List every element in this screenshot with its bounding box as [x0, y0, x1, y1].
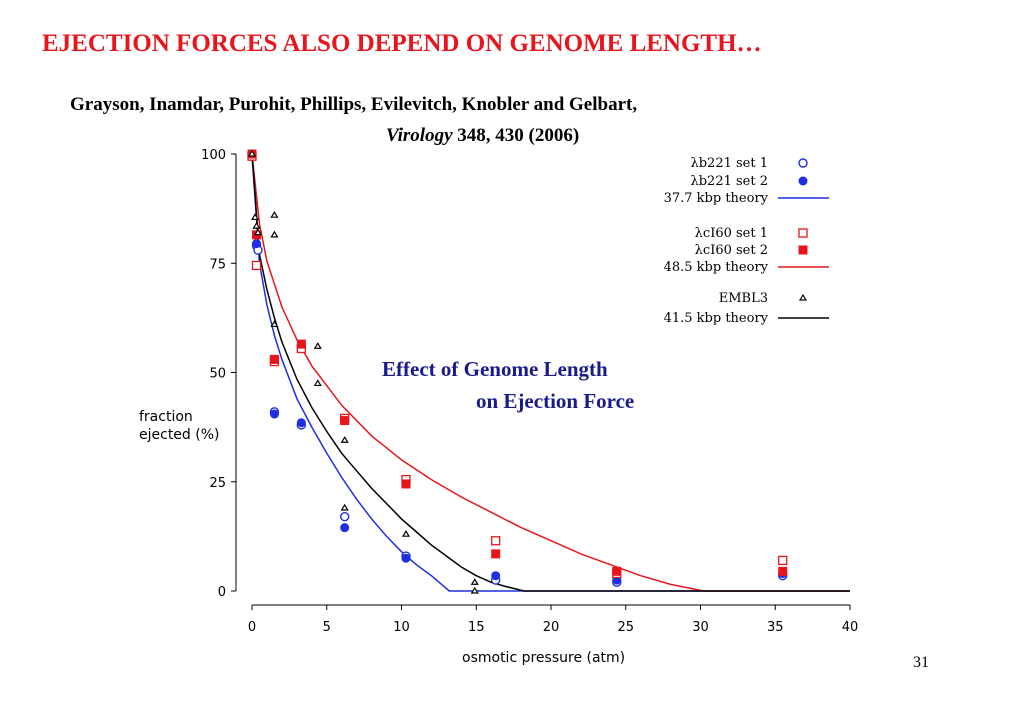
- data-point-6: [250, 213, 260, 220]
- data-point-1: [401, 553, 411, 563]
- data-point-6: [313, 379, 322, 387]
- data-point-6: [470, 578, 479, 585]
- y-tick-label: 0: [218, 585, 226, 600]
- data-point-1: [269, 409, 279, 419]
- citation-volume-pages: 348, 430 (2006): [452, 125, 580, 146]
- legend-marker-0: [798, 158, 808, 168]
- data-point-4: [340, 416, 350, 426]
- x-tick-label: 40: [842, 620, 859, 635]
- y-axis-title-line2: ejected (%): [139, 427, 219, 443]
- data-point-6: [253, 228, 263, 236]
- data-point-4: [401, 479, 411, 489]
- data-point-3: [251, 260, 262, 271]
- x-tick-label: 30: [692, 620, 709, 635]
- legend-label-1: λb221 set 2: [691, 174, 769, 189]
- x-tick-label: 15: [468, 620, 485, 635]
- x-tick-label: 0: [248, 620, 256, 635]
- data-point-6: [270, 320, 279, 328]
- y-tick-label: 50: [209, 367, 226, 382]
- legend-label-4: λcI60 set 2: [695, 243, 768, 258]
- y-tick-label: 25: [209, 476, 226, 491]
- data-point-6: [340, 503, 349, 511]
- data-point-6: [247, 149, 257, 157]
- data-point-1: [491, 571, 501, 581]
- legend-label-6: EMBL3: [719, 291, 768, 306]
- legend-label-7: 41.5 kbp theory: [664, 311, 769, 326]
- citation-reference: Virology 348, 430 (2006): [386, 125, 579, 147]
- data-point-4: [296, 339, 306, 349]
- y-axis-title-line1: fraction: [139, 409, 193, 425]
- data-point-1: [340, 523, 350, 533]
- legend-marker-1: [798, 176, 808, 186]
- data-point-6: [270, 230, 279, 238]
- legend-marker-6: [798, 293, 808, 301]
- x-tick-label: 10: [393, 620, 410, 635]
- legend-label-0: λb221 set 1: [691, 156, 769, 171]
- chart-legend: λb221 set 1 λb221 set 2 37.7 kbp theory λcI…: [664, 156, 829, 326]
- data-point-6: [313, 342, 322, 349]
- x-tick-label: 35: [767, 620, 784, 635]
- x-tick-label: 25: [617, 620, 634, 635]
- legend-marker-4: [798, 245, 808, 255]
- chart-points: [247, 149, 788, 594]
- annotation-line2: on Ejection Force: [476, 389, 634, 413]
- data-point-3: [491, 536, 501, 546]
- data-point-1: [251, 239, 261, 249]
- x-tick-label: 20: [543, 620, 560, 635]
- data-point-6: [270, 211, 279, 218]
- legend-label-3: λcI60 set 1: [695, 226, 768, 241]
- data-point-6: [401, 530, 411, 537]
- x-axis-title: osmotic pressure (atm): [462, 650, 625, 666]
- data-point-6: [470, 586, 479, 594]
- data-point-0: [339, 512, 350, 522]
- data-point-6: [340, 436, 349, 443]
- data-point-6: [252, 221, 261, 229]
- legend-marker-3: [798, 228, 808, 238]
- data-point-4: [269, 354, 279, 364]
- data-point-3: [778, 555, 788, 566]
- legend-label-5: 48.5 kbp theory: [664, 260, 769, 275]
- citation-journal: Virology: [386, 125, 453, 146]
- slide-title: EJECTION FORCES ALSO DEPEND ON GENOME LE…: [42, 30, 762, 57]
- legend-label-2: 37.7 kbp theory: [664, 191, 769, 206]
- y-tick-label: 75: [209, 257, 226, 272]
- annotation-line1: Effect of Genome Length: [382, 357, 608, 381]
- theory-curve-5: [251, 153, 850, 592]
- theory-curve-7: [251, 153, 850, 592]
- slide-number: 31: [913, 654, 929, 671]
- citation-authors: Grayson, Inamdar, Purohit, Phillips, Evi…: [70, 94, 638, 115]
- data-point-4: [612, 566, 622, 576]
- data-point-1: [296, 418, 306, 428]
- x-tick-label: 5: [323, 620, 331, 635]
- chart-axes: 0 5 10 15 20 25 30 35 40 0 25 50 75 100: [201, 148, 858, 635]
- data-point-4: [491, 549, 501, 559]
- y-tick-label: 100: [201, 148, 226, 163]
- data-point-4: [778, 566, 788, 576]
